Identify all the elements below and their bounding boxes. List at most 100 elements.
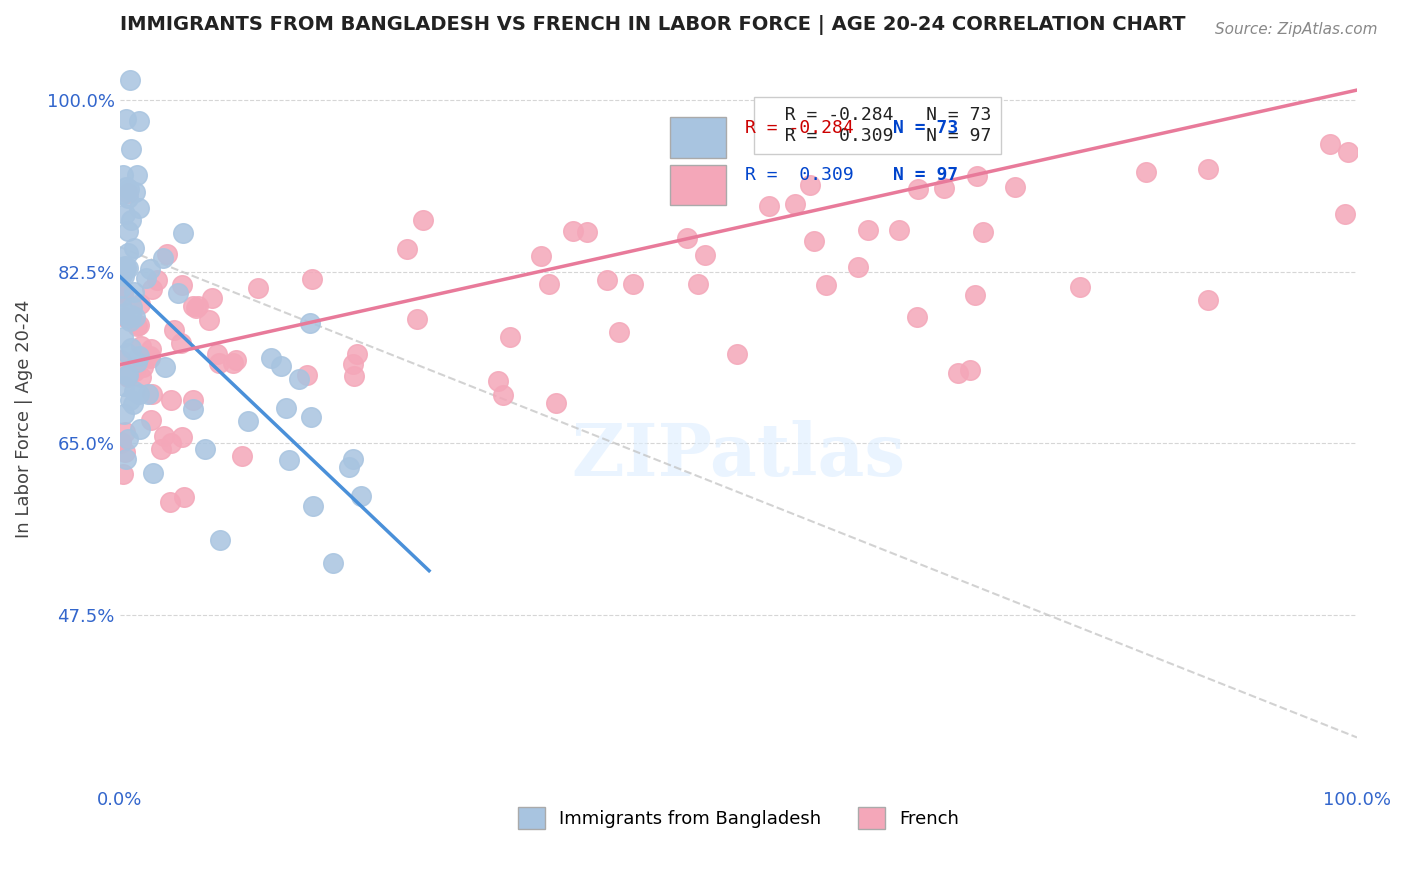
FancyBboxPatch shape [671,165,725,205]
Point [120,142,142,156]
Point [201,291,224,305]
Point [138,262,160,277]
Point [156,247,179,261]
Point [122,384,145,398]
FancyBboxPatch shape [671,117,725,158]
Point [117,370,139,384]
Point [139,343,162,357]
Point [803,234,825,248]
Point [205,347,228,361]
Text: N = 73: N = 73 [893,119,959,136]
Point [114,425,136,440]
Point [128,113,150,128]
Point [117,346,139,360]
Point [160,392,183,407]
Point [225,353,247,368]
Point [141,386,163,401]
Point [122,241,145,255]
Text: Source: ZipAtlas.com: Source: ZipAtlas.com [1215,22,1378,37]
Text: R = -0.284: R = -0.284 [745,119,853,136]
Point [127,319,149,334]
Point [114,207,136,221]
Point [110,268,132,283]
Point [110,352,132,367]
Point [343,368,366,383]
Point [111,168,134,182]
Point [946,366,969,380]
Point [221,355,243,369]
Point [1135,165,1157,179]
Point [846,260,869,275]
Point [125,355,148,369]
Point [138,351,160,366]
Point [412,213,434,227]
Point [114,444,136,458]
Point [342,357,364,371]
Point [301,410,323,425]
Point [129,370,152,384]
Point [120,308,142,322]
Point [127,168,149,182]
Point [236,414,259,428]
Point [170,336,193,351]
Point [111,285,134,299]
Point [725,347,748,361]
Point [114,310,136,324]
Point [172,430,194,444]
Text: ZIPatlas: ZIPatlas [571,420,905,491]
Point [499,330,522,344]
Point [675,231,697,245]
Point [129,297,152,311]
Point [530,249,553,263]
Point [288,372,311,386]
Point [139,349,162,363]
Point [117,192,139,206]
Point [120,73,142,87]
Point [153,359,176,374]
Point [128,387,150,401]
Point [181,392,204,407]
Point [167,286,190,301]
Point [110,436,132,450]
Point [146,273,169,287]
Point [117,245,139,260]
Point [153,429,176,443]
Point [693,248,716,262]
Point [117,311,139,326]
Point [159,494,181,508]
Point [118,182,141,196]
Point [342,451,364,466]
Point [688,277,710,291]
Point [141,282,163,296]
Point [110,281,132,295]
Point [1337,145,1360,159]
Point [322,556,344,570]
Point [907,181,929,195]
Point [152,251,174,265]
Point [278,453,301,467]
Point [187,299,209,313]
Text: N = 97: N = 97 [893,166,959,185]
Point [544,396,567,410]
Point [406,311,429,326]
Point [114,306,136,320]
Point [122,285,145,300]
Point [932,180,955,194]
Point [111,289,134,303]
Point [172,226,194,240]
Point [1333,207,1355,221]
Point [118,314,141,328]
Point [173,490,195,504]
Point [246,280,269,294]
Legend: Immigrants from Bangladesh, French: Immigrants from Bangladesh, French [510,800,966,837]
Point [129,339,152,353]
Point [486,375,509,389]
Point [1319,137,1341,152]
Point [575,225,598,239]
Point [118,392,141,407]
Point [136,386,159,401]
Point [758,199,780,213]
Point [124,310,146,324]
Point [117,224,139,238]
Point [132,360,155,375]
